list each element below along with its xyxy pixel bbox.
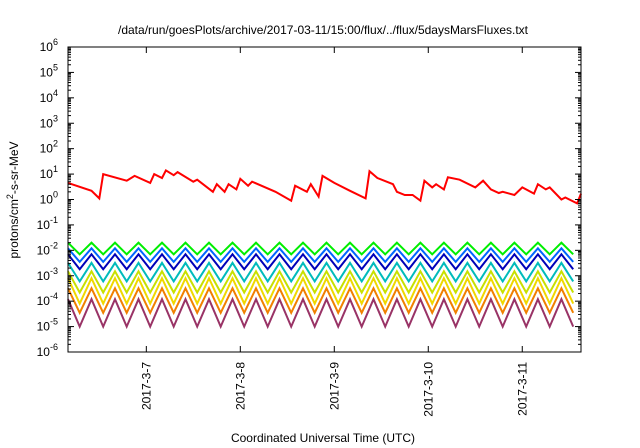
x-tick-label: 2017-3-7 <box>139 362 153 410</box>
series-line-5 <box>67 269 575 295</box>
y-tick-label: 10-4 <box>37 291 58 308</box>
y-tick-label: 10-1 <box>37 215 58 232</box>
series-line-7 <box>67 285 575 316</box>
x-tick-label: 2017-3-10 <box>421 362 435 417</box>
y-tick-label: 105 <box>40 62 58 79</box>
y-tick-label: 103 <box>40 113 58 130</box>
y-tick-label: 10-5 <box>37 317 58 334</box>
x-axis: 2017-3-7 2017-3-8 2017-3-9 2017-3-10 2017-3-… <box>139 47 529 417</box>
series-line-6 <box>67 275 575 306</box>
y-axis-label: protons/cm2-s-sr-MeV <box>5 141 21 258</box>
series-layer <box>67 168 582 330</box>
y-tick-label: 104 <box>40 88 58 105</box>
y-tick-label: 101 <box>40 164 58 181</box>
y-tick-label: 10-2 <box>37 240 58 257</box>
y-axis: 10-6 10-5 10-4 10-3 10-2 10-1 100 101 102 103 104 1… <box>37 37 581 359</box>
y-tick-label: 10-3 <box>37 266 58 283</box>
series-line-4 <box>67 261 575 284</box>
x-tick-label: 2017-3-11 <box>515 362 529 416</box>
series-line-1 <box>67 241 574 256</box>
x-tick-label: 2017-3-9 <box>327 362 341 410</box>
y-tick-label: 102 <box>40 139 58 156</box>
series-line-0 <box>67 168 582 205</box>
y-tick-label: 100 <box>40 190 58 207</box>
x-axis-label: Coordinated Universal Time (UTC) <box>231 431 415 445</box>
chart-title: /data/run/goesPlots/archive/2017-03-11/1… <box>118 23 529 37</box>
y-tick-label: 106 <box>40 37 58 54</box>
series-line-8 <box>67 296 575 330</box>
x-tick-label: 2017-3-8 <box>233 362 247 410</box>
series-line-3 <box>67 252 574 271</box>
series-line-2 <box>67 246 574 264</box>
y-tick-label: 10-6 <box>37 342 58 359</box>
